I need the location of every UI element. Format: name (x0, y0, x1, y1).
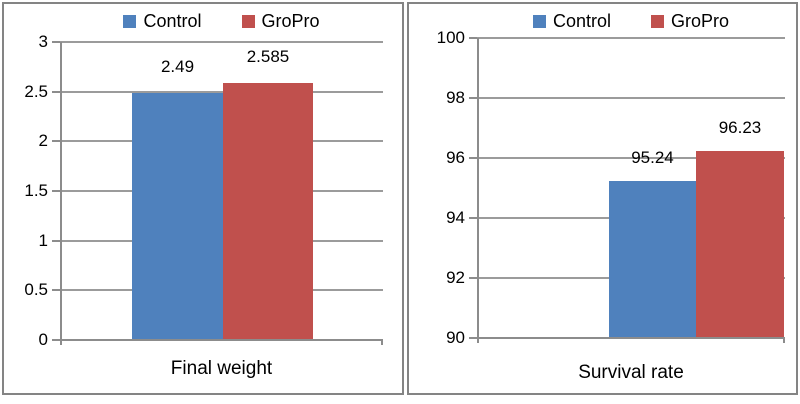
y-axis-tick (52, 190, 60, 192)
x-axis-end-tick (783, 338, 785, 343)
y-axis-line (477, 38, 479, 338)
y-axis-tick-label: 2.5 (24, 81, 48, 101)
x-axis-title: Survival rate (578, 362, 684, 383)
y-axis-tick (52, 41, 60, 43)
bar-gropro (223, 83, 313, 340)
legend-item-control: Control (123, 10, 202, 32)
legend-item-gropro: GroPro (241, 10, 320, 32)
legend-label: Control (552, 10, 611, 31)
y-axis-tick-label: 92 (446, 268, 465, 287)
gridline (60, 41, 383, 43)
x-axis-end-tick (60, 340, 62, 345)
x-axis-end-tick (381, 340, 383, 345)
data-label: 2.49 (160, 56, 195, 76)
y-axis-tick (52, 339, 60, 341)
y-axis-tick-label: 2 (38, 131, 48, 151)
legend-label: GroPro (261, 10, 320, 31)
plot-area: 2.49 2.585 (52, 41, 383, 345)
legend-label: Control (143, 10, 202, 31)
gridline (477, 157, 785, 159)
y-axis-tick (469, 37, 477, 39)
y-axis-tick (469, 97, 477, 99)
y-axis-tick (469, 217, 477, 219)
gridline (60, 339, 383, 341)
y-axis-tick-label: 98 (446, 88, 465, 107)
y-axis-tick (469, 277, 477, 279)
legend: Control GroPro (477, 8, 785, 34)
y-axis-tick-label: 1 (38, 230, 48, 250)
gridline (477, 37, 785, 39)
legend-swatch-icon (123, 14, 137, 28)
y-axis-tick (469, 337, 477, 339)
plot-area: 95.24 96.23 (469, 37, 785, 343)
gridline (477, 337, 785, 339)
y-axis-tick-label: 1.5 (24, 181, 48, 200)
y-axis-tick (52, 239, 60, 242)
legend-swatch-icon (651, 14, 664, 28)
y-axis-tick-label: 96 (446, 148, 465, 167)
y-axis-tick-label: 0 (38, 330, 48, 349)
x-axis-title: Final weight (170, 358, 273, 379)
chart-panel-final-weight: Control GroPro 2.49 2.585 Final weight 3 2.… (2, 2, 404, 395)
legend-label: GroPro (671, 10, 730, 31)
legend-swatch-icon (241, 14, 255, 28)
y-axis-tick-label: 94 (446, 208, 465, 227)
data-label: 96.23 (718, 118, 762, 138)
y-axis-line (60, 42, 62, 340)
bar-control (132, 92, 223, 340)
gridline (477, 97, 785, 99)
bar-gropro (696, 151, 784, 338)
data-label: 95.24 (631, 147, 674, 167)
y-axis-tick-label: 90 (446, 328, 465, 347)
y-axis-tick (52, 289, 60, 292)
x-axis-end-tick (477, 338, 479, 343)
legend: Control GroPro (60, 8, 383, 34)
bar-control (609, 180, 696, 338)
legend-swatch-icon (532, 14, 546, 28)
y-axis-tick (469, 157, 477, 159)
y-axis-tick-label: 0.5 (24, 280, 48, 300)
y-axis-tick (52, 90, 60, 93)
data-label: 2.585 (246, 47, 290, 67)
y-axis-tick-label: 3 (38, 32, 48, 51)
legend-item-gropro: GroPro (651, 11, 729, 32)
y-axis-tick (52, 140, 60, 143)
chart-panel-survival-rate: Control GroPro 95.24 96.23 Survival rate 1… (407, 2, 798, 395)
y-axis-tick-label: 100 (436, 28, 465, 47)
legend-item-control: Control (532, 10, 611, 32)
gridline (60, 90, 383, 93)
